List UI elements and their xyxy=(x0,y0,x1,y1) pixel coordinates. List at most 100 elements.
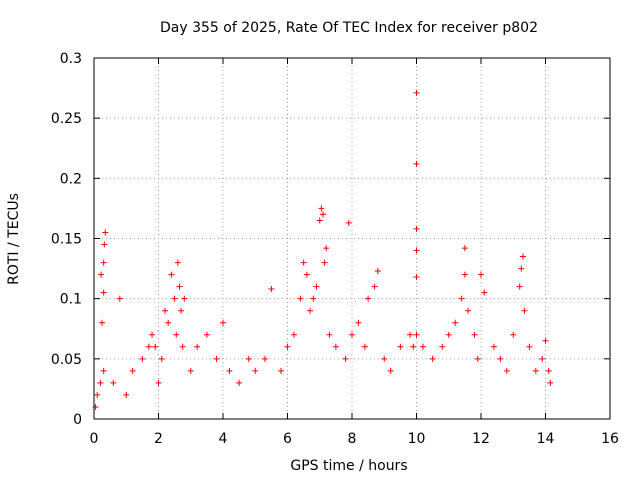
data-point xyxy=(526,343,533,350)
data-point xyxy=(319,211,326,218)
data-point xyxy=(374,267,381,274)
data-point xyxy=(100,289,107,296)
data-point xyxy=(465,307,472,314)
data-point xyxy=(516,283,523,290)
y-tick-label: 0.2 xyxy=(60,171,82,187)
data-point xyxy=(174,259,181,266)
data-point xyxy=(545,367,552,374)
data-point xyxy=(101,241,108,248)
y-axis-label: ROTI / TECUs xyxy=(6,193,22,285)
data-point xyxy=(139,355,146,362)
data-point xyxy=(171,295,178,302)
data-point xyxy=(203,331,210,338)
data-point xyxy=(410,343,417,350)
data-point xyxy=(326,331,333,338)
data-point xyxy=(168,271,175,278)
data-point xyxy=(236,379,243,386)
x-tick-label: 8 xyxy=(348,431,357,447)
data-point xyxy=(268,286,275,293)
data-point xyxy=(284,343,291,350)
data-point xyxy=(307,307,314,314)
data-point xyxy=(547,379,554,386)
data-point xyxy=(100,367,107,374)
y-tick-label: 0.25 xyxy=(51,111,82,127)
data-point xyxy=(129,367,136,374)
data-point xyxy=(481,289,488,296)
data-point xyxy=(187,367,194,374)
data-point xyxy=(532,367,539,374)
data-point xyxy=(332,343,339,350)
y-tick-label: 0.3 xyxy=(60,51,82,67)
data-point xyxy=(110,379,117,386)
data-point xyxy=(323,245,330,252)
data-point xyxy=(179,343,186,350)
data-point xyxy=(413,160,420,167)
data-point xyxy=(458,295,465,302)
data-point xyxy=(345,219,352,226)
data-point xyxy=(497,355,504,362)
data-point xyxy=(413,225,420,232)
x-axis-label: GPS time / hours xyxy=(290,458,407,474)
x-tick-label: 0 xyxy=(90,431,99,447)
data-point xyxy=(439,343,446,350)
data-point xyxy=(165,319,172,326)
data-point xyxy=(519,253,526,260)
data-point xyxy=(181,295,188,302)
data-point xyxy=(173,331,180,338)
data-point xyxy=(381,355,388,362)
data-point xyxy=(349,331,355,338)
data-point xyxy=(161,307,168,314)
plot-frame xyxy=(93,57,611,420)
data-point xyxy=(452,319,459,326)
data-point xyxy=(361,343,368,350)
x-tick-label: 2 xyxy=(154,431,163,447)
data-point xyxy=(471,331,478,338)
data-point xyxy=(518,265,525,272)
x-ticks: 0 2 4 6 8 10 12 14 16 xyxy=(90,58,619,447)
data-point xyxy=(413,274,420,281)
grid-lines xyxy=(94,58,610,419)
data-point xyxy=(355,319,362,326)
y-ticks: 0 0.05 0.1 0.15 0.2 0.25 0.3 xyxy=(51,51,610,428)
data-point xyxy=(290,331,297,338)
data-point xyxy=(220,319,226,326)
data-point xyxy=(461,245,468,252)
data-point xyxy=(252,367,259,374)
data-point xyxy=(461,271,468,278)
data-point xyxy=(365,295,372,302)
x-tick-label: 16 xyxy=(601,431,619,447)
data-point xyxy=(176,283,183,290)
data-point xyxy=(213,355,220,362)
data-point xyxy=(245,355,252,362)
chart-title: Day 355 of 2025, Rate Of TEC Index for r… xyxy=(160,20,538,36)
data-point xyxy=(429,355,436,362)
data-point xyxy=(178,307,185,314)
y-tick-label: 0 xyxy=(73,412,82,428)
data-point xyxy=(300,259,307,266)
data-point xyxy=(316,217,323,224)
data-point xyxy=(521,307,528,314)
data-point xyxy=(152,343,159,350)
data-point xyxy=(478,271,484,278)
data-point xyxy=(445,331,452,338)
data-point xyxy=(303,271,310,278)
data-point xyxy=(278,367,285,374)
data-point xyxy=(158,355,165,362)
data-point xyxy=(397,343,404,350)
x-tick-label: 6 xyxy=(283,431,292,447)
data-point xyxy=(94,391,101,398)
data-point xyxy=(318,205,325,212)
y-tick-label: 0.05 xyxy=(51,352,82,368)
data-points xyxy=(92,89,554,410)
y-tick-label: 0.15 xyxy=(51,232,82,248)
x-tick-label: 12 xyxy=(472,431,490,447)
data-point xyxy=(313,283,320,290)
data-point xyxy=(123,391,130,398)
x-tick-label: 14 xyxy=(537,431,555,447)
data-point xyxy=(226,367,233,374)
data-point xyxy=(310,295,317,302)
data-point xyxy=(155,379,162,386)
y-tick-label: 0.1 xyxy=(60,292,82,308)
data-point xyxy=(542,337,549,344)
data-point xyxy=(419,343,426,350)
